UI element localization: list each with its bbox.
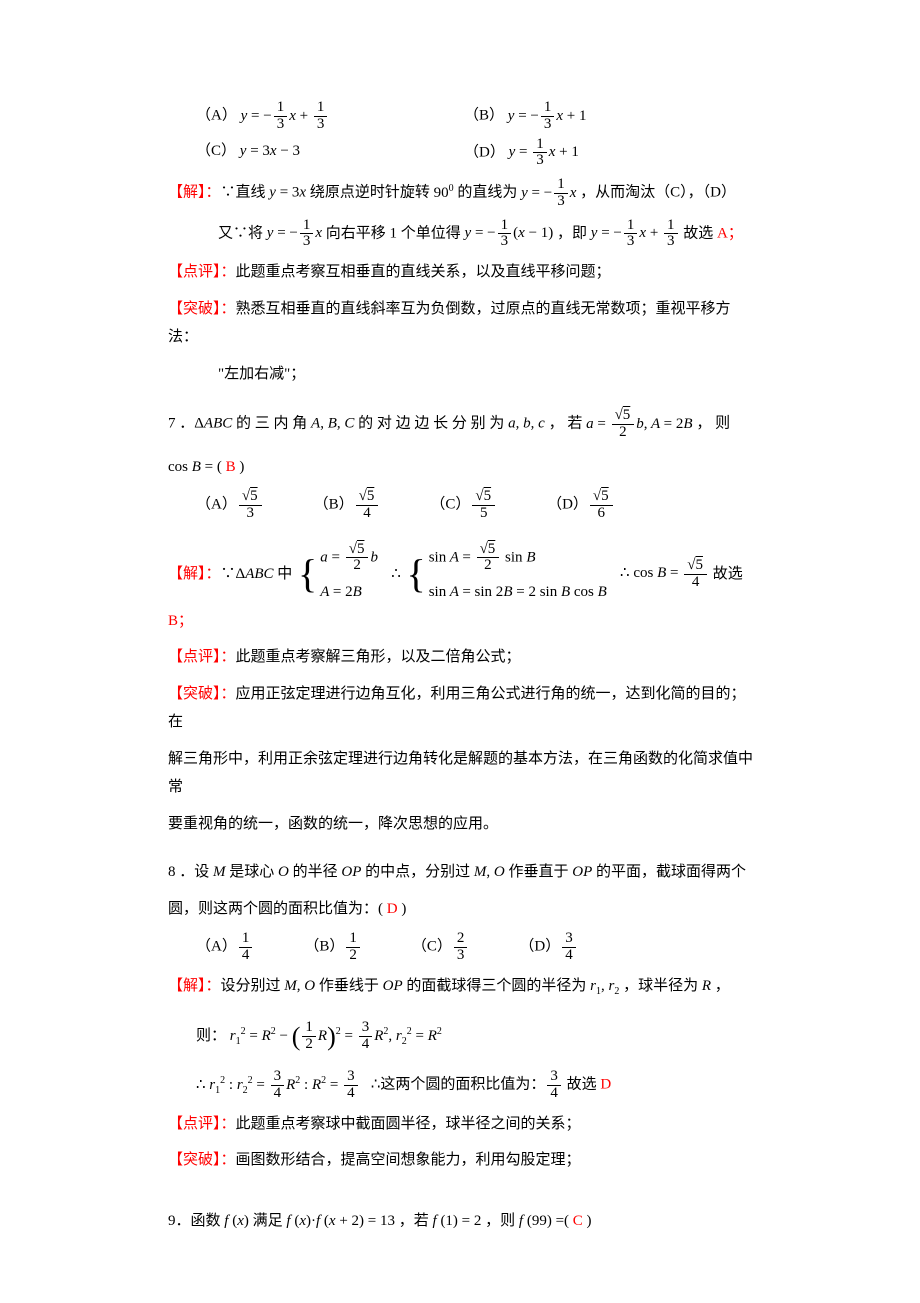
q7-opt-B: （B）√54: [314, 489, 381, 522]
q4-opt-C: （C） y = 3x − 3: [168, 137, 464, 170]
q7-break3: 要重视角的统一，函数的统一，降次思想的应用。: [168, 810, 760, 839]
q7-comment: 【点评】：此题重点考察解三角形，以及二倍角公式；: [168, 643, 760, 672]
q7-break2: 解三角形中，利用正余弦定理进行边角转化是解题的基本方法，在三角函数的化简求值中常: [168, 745, 760, 802]
q7-answer: B；: [168, 613, 193, 629]
q8-calc2: ∴ r12 : r22 = 34R2 : R2 = 34 ∴这两个圆的面积比值为…: [168, 1069, 760, 1102]
q7-options: （A）√53 （B）√54 （C）√55 （D）√56: [168, 489, 760, 522]
q4-opt-A: （A） y = −13x + 13: [168, 100, 464, 133]
q8-stem: 8 ．设 M 是球心 O 的半径 OP 的中点，分别过 M, O 作垂直于 OP…: [168, 858, 760, 887]
q7-stem: 7 ．ΔABC 的 三 内 角 A, B, C 的 对 边 边 长 分 别 为 …: [168, 408, 760, 441]
q4-break: 【突破】：熟悉互相垂直的直线斜率互为负倒数，过原点的直线无常数项；重视平移方法：: [168, 295, 760, 352]
q8-comment: 【点评】：此题重点考察球中截面圆半径，球半径之间的关系；: [168, 1110, 760, 1139]
q4-opt-D: （D） y = 13x + 1: [464, 137, 760, 170]
q7-sys1: {a = √52bA = 2B: [298, 542, 378, 607]
q4-solution: 【解】：∵直线 y = 3x 绕原点逆时针旋转 900 的直线为 y = −13…: [168, 177, 760, 210]
q4-opt-B: （B） y = −13x + 1: [464, 100, 760, 133]
q4-opts-row1: （A） y = −13x + 13 （B） y = −13x + 1: [168, 100, 760, 133]
q8-calc1: 则： r12 = R2 − (12R)2 = 34R2, r22 = R2: [168, 1012, 760, 1061]
q4-answer: A；: [717, 225, 743, 241]
q4-opts-row2: （C） y = 3x − 3 （D） y = 13x + 1: [168, 137, 760, 170]
q7-break1: 【突破】：应用正弦定理进行边角互化，利用三角公式进行角的统一，达到化简的目的；在: [168, 680, 760, 737]
q7-opt-C: （C）√55: [430, 489, 497, 522]
q4-options: （A） y = −13x + 13 （B） y = −13x + 1 （C） y…: [168, 100, 760, 169]
q7-opt-A: （A）√53: [196, 489, 264, 522]
q7-answer-line: cos B = ( B ): [168, 453, 760, 482]
q8-opt-C: （C）23: [412, 931, 470, 964]
q9-stem: 9．函数 f (x) 满足 f (x)·f (x + 2) = 13 ，若 f …: [168, 1207, 760, 1236]
q8-solution: 【解】：设分别过 M, O 作垂线于 OP 的面截球得三个圆的半径为 r1, r…: [168, 972, 760, 1001]
q4-break2: "左加右减"；: [168, 360, 760, 389]
q8-opt-D: （D）34: [519, 931, 577, 964]
q8-options: （A）14 （B）12 （C）23 （D）34: [168, 931, 760, 964]
q7-sys2: {sin A = √52 sin Bsin A = sin 2B = 2 sin…: [407, 542, 607, 607]
q8-break: 【突破】：画图数形结合，提高空间想象能力，利用勾股定理；: [168, 1146, 760, 1175]
q9-answer-letter: C: [573, 1213, 583, 1229]
sol-label: 【解】：: [168, 185, 221, 201]
q8-answer-letter: D: [387, 901, 398, 917]
q7-answer-letter: B: [226, 459, 236, 475]
q4-comment: 【点评】：此题重点考察互相垂直的直线关系，以及直线平移问题；: [168, 258, 760, 287]
q7-opt-D: （D）√56: [547, 489, 615, 522]
q8-opt-A: （A）14: [196, 931, 254, 964]
q8-answer: D: [600, 1077, 611, 1093]
q7-solution: 【解】：∵ΔABC 中 {a = √52bA = 2B ∴ {sin A = √…: [168, 542, 760, 636]
q4-solution-line2: 又∵将 y = −13x 向右平移 1 个单位得 y = −13(x − 1) …: [168, 218, 760, 251]
q8-opt-B: （B）12: [304, 931, 362, 964]
q8-stem2: 圆，则这两个圆的面积比值为：( D ): [168, 895, 760, 924]
